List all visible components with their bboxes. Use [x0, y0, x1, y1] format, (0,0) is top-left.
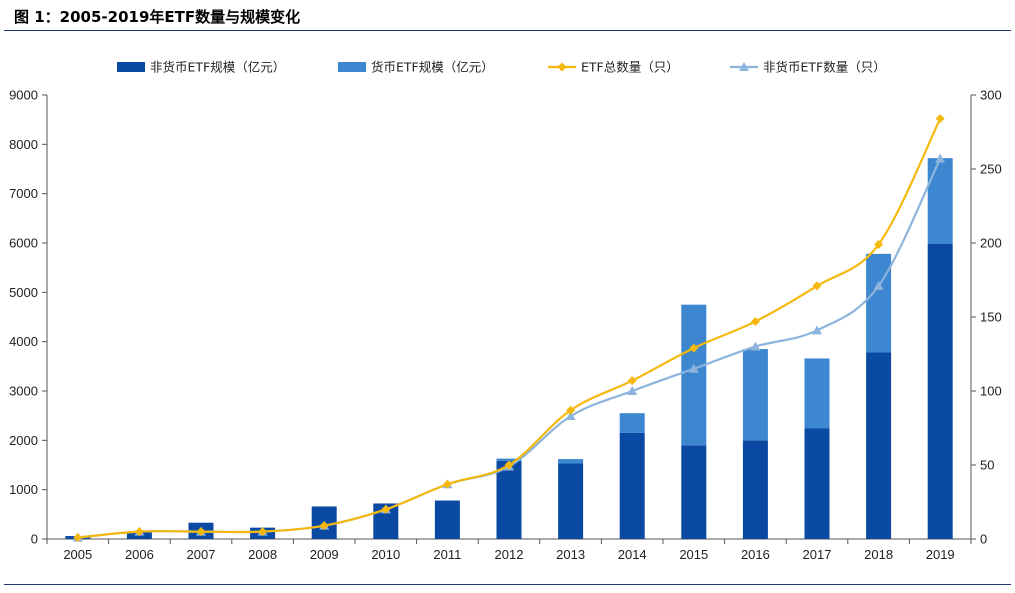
y-left-tick-label: 1000: [9, 482, 38, 497]
point-total-count: [196, 527, 206, 537]
point-total-count: [627, 376, 637, 386]
legend-marker: [739, 62, 749, 71]
point-non-money-count: [873, 280, 884, 290]
y-right-tick-label: 0: [980, 532, 987, 547]
x-tick-label: 2008: [248, 547, 277, 562]
x-tick-label: 2017: [803, 547, 832, 562]
legend-label: ETF总数量（只）: [581, 60, 679, 75]
bar-money-scale: [681, 304, 707, 446]
point-total-count: [566, 405, 576, 415]
legend-label: 非货币ETF数量（只）: [763, 60, 886, 75]
y-left-tick-label: 0: [31, 532, 38, 547]
bar-money-scale: [742, 349, 768, 441]
y-right-tick-label: 250: [980, 162, 1002, 177]
top-rule: [4, 30, 1011, 31]
legend-swatch: [338, 62, 366, 72]
point-total-count: [319, 521, 329, 531]
point-total-count: [504, 460, 514, 470]
bar-non-money-scale: [681, 445, 707, 539]
point-total-count: [73, 533, 83, 543]
x-tick-label: 2018: [864, 547, 893, 562]
point-non-money-count: [812, 325, 822, 335]
point-total-count: [812, 281, 822, 291]
point-total-count: [750, 316, 760, 326]
bar-money-scale: [496, 458, 522, 462]
point-non-money-count: [688, 363, 699, 373]
bar-money-scale: [804, 358, 830, 429]
axes: 0 1000 2000 3000 4000 5000 6000 7000 8000 9000 0 50…: [9, 88, 1002, 563]
point-total-count: [381, 504, 391, 514]
x-tick-label: 2011: [433, 547, 461, 562]
y-left-tick-label: 4000: [9, 334, 38, 349]
y-right-tick-label: 300: [980, 88, 1002, 103]
bar-non-money-scale: [866, 352, 892, 539]
y-left-tick-label: 5000: [9, 285, 38, 300]
bars: [65, 158, 953, 539]
point-non-money-count: [750, 341, 761, 351]
point-total-count: [935, 114, 945, 124]
x-tick-label: 2012: [495, 547, 524, 562]
y-left-tick-label: 2000: [9, 433, 38, 448]
x-tick-label: 2014: [618, 547, 647, 562]
bar-money-scale: [558, 459, 584, 464]
y-left-tick-label: 7000: [9, 186, 38, 201]
bar-non-money-scale: [804, 428, 830, 539]
bar-non-money-scale: [619, 432, 645, 539]
y-right-tick-label: 100: [980, 384, 1002, 399]
point-non-money-count: [565, 411, 576, 421]
x-tick-label: 2009: [310, 547, 339, 562]
y-left-tick-label: 6000: [9, 236, 38, 251]
legend-marker: [557, 62, 567, 72]
legend-label: 货币ETF规模（亿元）: [371, 60, 494, 75]
x-tick-label: 2005: [63, 547, 92, 562]
bar-money-scale: [927, 158, 953, 244]
y-right-tick-label: 150: [980, 310, 1002, 325]
x-tick-label: 2015: [679, 547, 708, 562]
figure-title: 图 1：2005-2019年ETF数量与规模变化: [14, 8, 301, 26]
y-left-tick-label: 9000: [9, 88, 38, 103]
lines: [72, 114, 946, 543]
bar-non-money-scale: [927, 243, 953, 539]
bar-non-money-scale: [496, 461, 522, 539]
bar-non-money-scale: [742, 440, 768, 539]
bar-non-money-scale: [558, 463, 584, 539]
point-total-count: [134, 527, 144, 537]
x-tick-label: 2013: [556, 547, 585, 562]
point-non-money-count: [627, 386, 638, 395]
bar-money-scale: [866, 253, 892, 353]
point-non-money-count: [935, 153, 946, 163]
bar-non-money-scale: [434, 500, 460, 539]
x-tick-label: 2007: [187, 547, 216, 562]
y-left-tick-label: 8000: [9, 137, 38, 152]
point-total-count: [689, 343, 699, 353]
legend-label: 非货币ETF规模（亿元）: [150, 60, 285, 75]
x-tick-label: 2016: [741, 547, 770, 562]
point-total-count: [258, 527, 268, 537]
bar-money-scale: [619, 413, 645, 433]
x-tick-label: 2019: [926, 547, 955, 562]
x-tick-label: 2006: [125, 547, 154, 562]
legend-swatch: [117, 62, 145, 72]
y-left-tick-label: 3000: [9, 384, 38, 399]
legend: 非货币ETF规模（亿元） 货币ETF规模（亿元） ETF总数量（只） 非货币ETF数量…: [117, 60, 886, 75]
point-total-count: [442, 479, 452, 489]
x-tick-label: 2010: [371, 547, 400, 562]
point-total-count: [874, 239, 884, 249]
y-right-tick-label: 50: [980, 458, 994, 473]
bottom-rule: [4, 584, 1011, 585]
y-right-tick-label: 200: [980, 236, 1002, 251]
